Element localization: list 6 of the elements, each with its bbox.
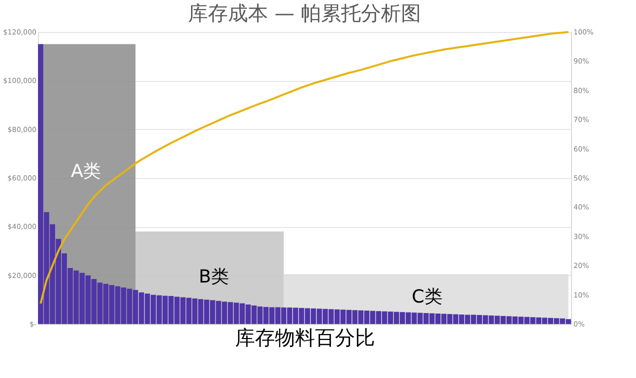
annotation: A类 — [70, 161, 102, 182]
annotation: B类 — [198, 266, 230, 288]
annotation: C类 — [412, 286, 442, 308]
line-series — [40, 31, 570, 305]
chart-title: 库存成本 — 帕累托分析图 — [188, 1, 421, 25]
x-axis-title: 库存物料百分比 — [235, 326, 375, 350]
